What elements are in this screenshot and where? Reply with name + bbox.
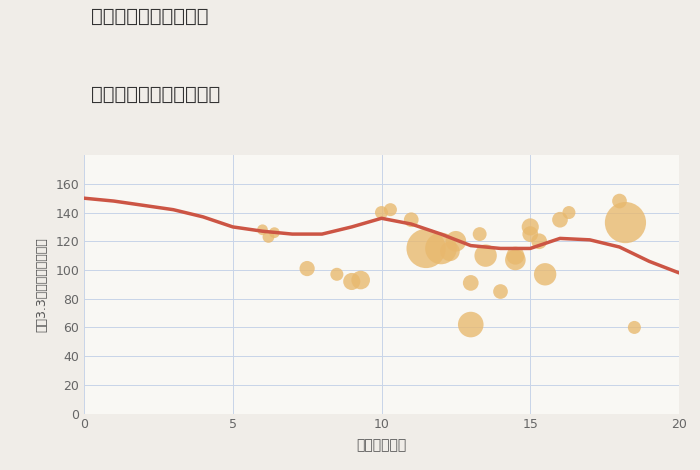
Point [302, 265, 313, 272]
Point [444, 248, 456, 255]
Point [465, 279, 476, 287]
Point [450, 237, 461, 245]
Point [629, 324, 640, 331]
Point [540, 271, 551, 278]
Point [465, 321, 476, 329]
Point [554, 216, 566, 223]
Point [620, 219, 631, 227]
Point [510, 252, 521, 259]
Point [406, 216, 417, 223]
Point [269, 229, 280, 236]
Point [385, 206, 396, 213]
Text: 駅距離別中古戸建て価格: 駅距離別中古戸建て価格 [91, 85, 220, 103]
Point [257, 226, 268, 234]
Point [533, 237, 545, 245]
Point [355, 276, 366, 284]
Point [525, 223, 536, 231]
Point [525, 230, 536, 238]
Text: 愛知県安城市小川町の: 愛知県安城市小川町の [91, 7, 209, 26]
Point [263, 233, 274, 241]
Point [495, 288, 506, 295]
Point [421, 245, 432, 252]
Point [480, 252, 491, 259]
Point [614, 197, 625, 205]
Point [331, 271, 342, 278]
X-axis label: 駅距離（分）: 駅距離（分） [356, 439, 407, 453]
Y-axis label: 坪（3.3㎡）単価（万円）: 坪（3.3㎡）単価（万円） [35, 237, 48, 332]
Point [435, 245, 447, 252]
Point [474, 230, 485, 238]
Point [564, 209, 575, 216]
Point [376, 209, 387, 216]
Point [510, 256, 521, 264]
Point [346, 278, 357, 285]
